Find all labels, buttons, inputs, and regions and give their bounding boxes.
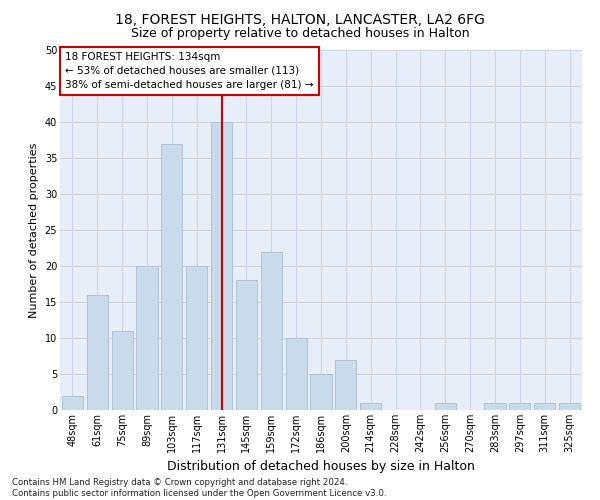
- Bar: [261, 252, 282, 410]
- Bar: [87, 295, 108, 410]
- X-axis label: Distribution of detached houses by size in Halton: Distribution of detached houses by size …: [167, 460, 475, 473]
- Bar: [236, 280, 257, 410]
- Text: 18, FOREST HEIGHTS, HALTON, LANCASTER, LA2 6FG: 18, FOREST HEIGHTS, HALTON, LANCASTER, L…: [115, 12, 485, 26]
- Text: Size of property relative to detached houses in Halton: Size of property relative to detached ho…: [131, 28, 469, 40]
- Bar: [559, 403, 580, 410]
- Bar: [186, 266, 207, 410]
- Bar: [335, 360, 356, 410]
- Bar: [310, 374, 332, 410]
- Bar: [136, 266, 158, 410]
- Bar: [161, 144, 182, 410]
- Bar: [484, 403, 506, 410]
- Bar: [112, 331, 133, 410]
- Text: 18 FOREST HEIGHTS: 134sqm
← 53% of detached houses are smaller (113)
38% of semi: 18 FOREST HEIGHTS: 134sqm ← 53% of detac…: [65, 52, 314, 90]
- Bar: [435, 403, 456, 410]
- Bar: [509, 403, 530, 410]
- Bar: [211, 122, 232, 410]
- Bar: [286, 338, 307, 410]
- Bar: [360, 403, 381, 410]
- Bar: [534, 403, 555, 410]
- Bar: [62, 396, 83, 410]
- Text: Contains HM Land Registry data © Crown copyright and database right 2024.
Contai: Contains HM Land Registry data © Crown c…: [12, 478, 386, 498]
- Y-axis label: Number of detached properties: Number of detached properties: [29, 142, 39, 318]
